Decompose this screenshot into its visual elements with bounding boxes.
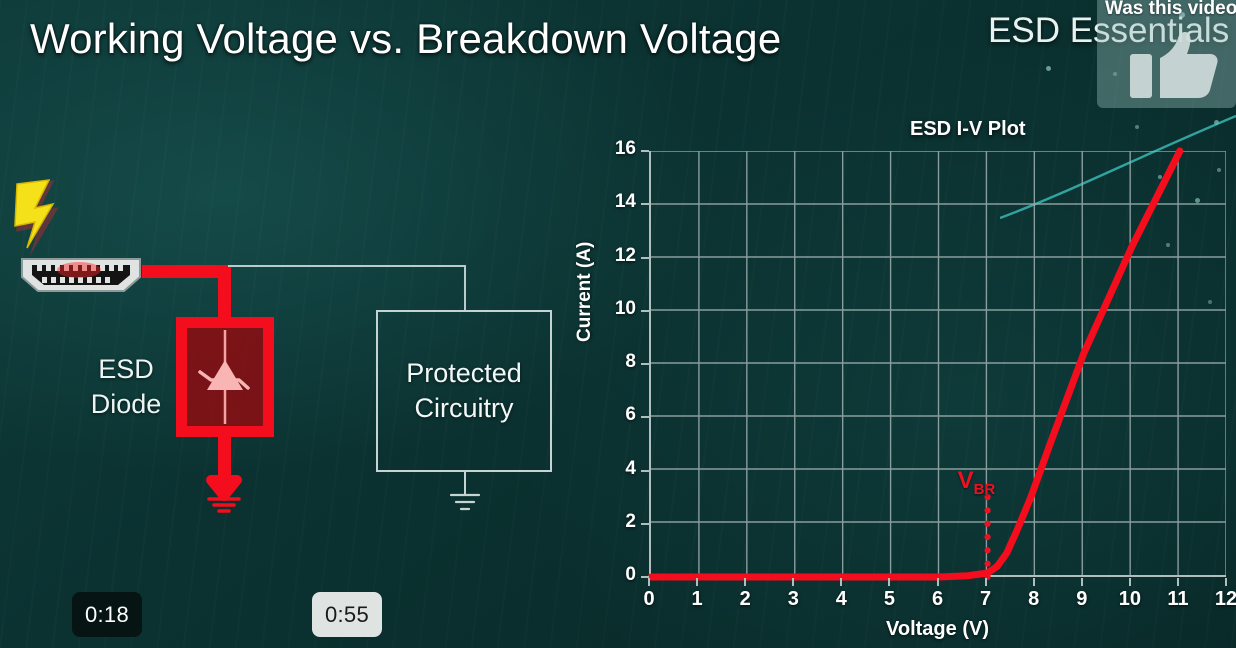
chart-y-tick-label: 8 [625, 351, 636, 372]
vbr-label-main: V [957, 467, 974, 495]
chart-y-tick-label: 10 [614, 297, 636, 319]
chart-y-tick-mark [641, 576, 649, 578]
chart-x-tick-label: 9 [1076, 588, 1088, 610]
chart-y-tick-mark [641, 256, 649, 259]
bokeh-dot [1046, 66, 1051, 71]
esd-diode-component [176, 317, 274, 437]
ground-icon-protected [449, 472, 481, 511]
chart-x-tick-mark [1032, 578, 1035, 586]
hdmi-connector-icon [21, 258, 141, 292]
chart-x-tick-mark [648, 578, 650, 586]
chart-plot-area [647, 147, 1226, 581]
chart-x-tick-mark [792, 578, 795, 586]
chart-y-tick-label: 6 [625, 404, 636, 426]
chart-y-tick-mark [641, 363, 649, 365]
chart-x-tick-mark [696, 578, 699, 586]
protected-circuitry-component: Protected Circuitry [376, 310, 552, 472]
chart-x-tick-mark [936, 578, 939, 586]
chart-y-tick-mark [641, 150, 649, 152]
chart-x-tick-label: 12 [1214, 588, 1236, 610]
chart-x-tick-mark [1128, 578, 1131, 586]
vbr-annotation-label: VBR [958, 467, 996, 498]
protected-label-line1: Protected [406, 358, 522, 389]
page-title: Working Voltage vs. Breakdown Voltage [30, 15, 782, 62]
chart-x-tick-label: 4 [835, 588, 847, 610]
protected-label-line2: Circuitry [414, 393, 514, 423]
chart-x-tick-mark [984, 578, 987, 586]
protected-circuitry-label: Protected Circuitry [406, 356, 522, 425]
ground-icon-esd [206, 466, 242, 513]
total-time-badge[interactable]: 0:55 [312, 592, 382, 637]
tvs-zener-diode-symbol-icon [198, 330, 250, 424]
chart-y-tick-label: 4 [625, 457, 636, 479]
esd-diode-label: ESD Diode [80, 352, 172, 421]
chart-y-tick-mark [641, 203, 649, 206]
chart-x-tick-mark [840, 578, 843, 586]
chart-x-tick-mark [1225, 578, 1227, 586]
chart-y-tick-mark [641, 309, 649, 312]
chart-x-tick-mark [1080, 578, 1083, 586]
esd-diode-label-line2: Diode [90, 388, 162, 419]
chart-y-tick-label: 12 [614, 244, 636, 266]
chart-x-tick-label: 5 [883, 588, 895, 610]
esd-diode-label-line1: ESD [98, 354, 154, 384]
current-time-badge[interactable]: 0:18 [72, 592, 142, 637]
chart-x-tick-label: 7 [980, 588, 992, 610]
chart-x-tick-label: 6 [931, 588, 944, 610]
esd-iv-chart: ESD I-V Plot Current (A) Voltage (V) 0 2 4… [574, 110, 1236, 648]
chart-x-tick-label: 1 [691, 588, 703, 610]
signal-wire-vertical [464, 265, 466, 312]
thumbs-up-icon[interactable] [1130, 30, 1220, 100]
circuit-diagram: ESD Diode Protected Circuitry [0, 160, 580, 560]
feedback-overlay[interactable]: Was this video [1097, 0, 1236, 108]
wire-segment-horizontal [142, 265, 228, 278]
chart-x-tick-label: 8 [1028, 588, 1040, 610]
feedback-prompt-text: Was this video [1105, 0, 1236, 19]
chart-y-tick-mark [641, 416, 649, 419]
chart-x-axis-label: Voltage (V) [886, 618, 989, 640]
chart-gridlines [651, 151, 1226, 575]
chart-x-tick-label: 3 [787, 588, 799, 610]
vbr-label-sub: BR [973, 480, 996, 498]
chart-title: ESD I-V Plot [910, 118, 1026, 140]
chart-x-tick-label: 10 [1118, 588, 1141, 610]
chart-x-tick-label: 0 [643, 588, 655, 610]
chart-x-tick-label: 2 [739, 588, 751, 610]
signal-wire-horizontal [228, 265, 466, 267]
chart-y-tick-label: 2 [625, 510, 636, 532]
wire-segment-vertical [218, 265, 231, 327]
chart-x-tick-mark [1176, 578, 1179, 586]
chart-y-tick-mark [641, 469, 649, 472]
chart-y-axis-label: Current (A) [574, 241, 595, 342]
chart-y-tick-label: 16 [614, 138, 636, 159]
chart-y-tick-label: 0 [625, 564, 636, 585]
chart-x-tick-label: 11 [1167, 588, 1189, 610]
chart-x-tick-mark [888, 578, 891, 586]
chart-y-tick-mark [641, 522, 649, 525]
chart-x-tick-mark [744, 578, 747, 586]
chart-y-tick-label: 14 [614, 191, 636, 213]
chart-series-group [647, 147, 1184, 581]
lightning-bolt-icon [14, 179, 59, 257]
